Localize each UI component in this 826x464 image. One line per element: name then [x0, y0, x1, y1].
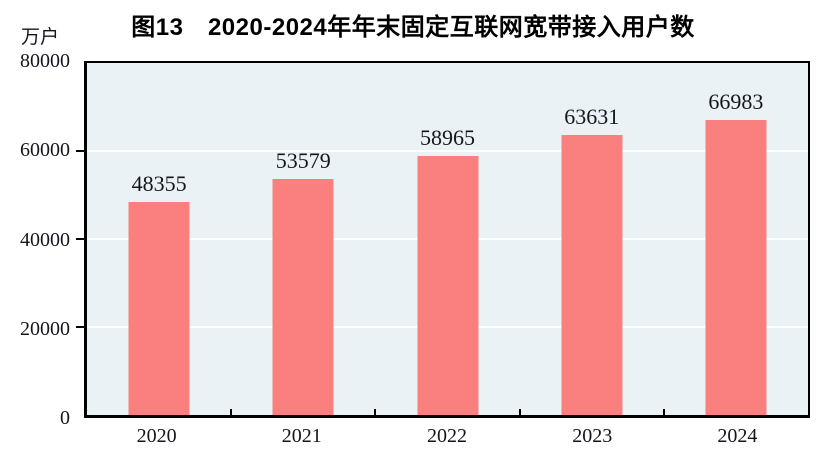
- bar-series: 48355 53579 58965 63631 66983: [87, 63, 808, 415]
- gridline-60000: [87, 150, 808, 152]
- x-axis-label-2022: 2022: [427, 425, 467, 447]
- bar-value-label-2024: 66983: [708, 89, 764, 115]
- y-axis-unit-label: 万户: [21, 27, 60, 48]
- bar-2023: [561, 135, 623, 415]
- bar-2020: [128, 202, 190, 415]
- x-axis-tick-labels: 2020 2021 2022 2023 2024: [84, 425, 810, 447]
- y-axis-label-20000: 20000: [20, 317, 70, 340]
- plot-area: 48355 53579 58965 63631 66983: [76, 61, 810, 418]
- y-tick-40000: [76, 238, 84, 240]
- x-tick-boundary-2: [374, 409, 377, 415]
- x-axis-label-2020: 2020: [136, 425, 177, 447]
- bar-cell-2022: 58965: [375, 63, 519, 415]
- y-axis-label-60000: 60000: [20, 139, 70, 162]
- x-tick-boundary-4: [662, 409, 665, 415]
- x-axis-label-2021: 2021: [281, 425, 322, 447]
- chart-title: 图13 2020-2024年年末固定互联网宽带接入用户数: [131, 14, 695, 41]
- y-axis-label-0: 0: [60, 407, 70, 429]
- x-axis-label-2024: 2024: [717, 425, 758, 447]
- y-tick-20000: [76, 326, 84, 328]
- bar-2024: [705, 120, 767, 415]
- bar-cell-2023: 63631: [520, 63, 664, 415]
- bar-cell-2020: 48355: [87, 63, 231, 415]
- x-tick-boundary-3: [518, 409, 521, 415]
- y-axis-label-40000: 40000: [20, 228, 70, 251]
- bar-2022: [417, 155, 478, 415]
- y-axis-label-80000: 80000: [20, 50, 70, 72]
- bar-value-label-2020: 48355: [131, 171, 187, 197]
- y-tick-60000: [76, 150, 84, 152]
- x-tick-boundary-1: [230, 409, 233, 415]
- bar-cell-2021: 53579: [231, 63, 375, 415]
- y-axis-tick-labels: 0 20000 40000 60000 80000: [0, 51, 70, 428]
- bar-cell-2024: 66983: [664, 63, 808, 415]
- bar-value-label-2022: 58965: [420, 124, 475, 150]
- bar-value-label-2021: 53579: [275, 148, 331, 174]
- x-axis-label-2023: 2023: [572, 425, 613, 447]
- bar-2021: [272, 179, 334, 415]
- bar-value-label-2023: 63631: [564, 104, 620, 130]
